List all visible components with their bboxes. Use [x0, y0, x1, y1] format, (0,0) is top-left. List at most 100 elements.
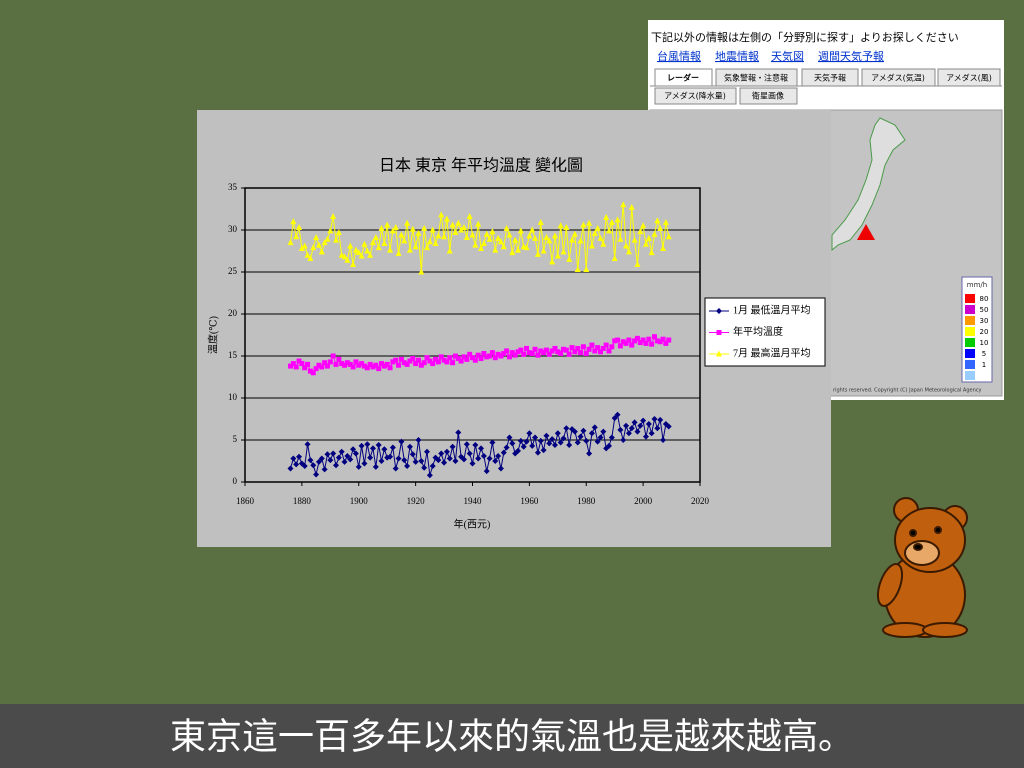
point: [341, 253, 348, 260]
point: [523, 244, 530, 251]
point: [515, 246, 521, 253]
point: [497, 238, 504, 245]
link[interactable]: 地震情報: [715, 50, 759, 63]
tab[interactable]: [654, 68, 713, 87]
point: [460, 223, 467, 230]
point: [387, 453, 394, 460]
point: [443, 448, 450, 455]
tab[interactable]: [715, 68, 798, 87]
tab[interactable]: [739, 87, 798, 105]
point: [299, 361, 305, 367]
point: [500, 243, 507, 250]
point: [489, 228, 496, 235]
point: [558, 350, 564, 356]
point: [523, 438, 530, 445]
point: [543, 234, 550, 241]
point: [352, 246, 359, 253]
point: [612, 338, 618, 344]
point: [322, 360, 328, 366]
point: [606, 442, 612, 449]
point: [648, 249, 655, 256]
point: [637, 340, 643, 346]
point: [597, 349, 603, 355]
point: [302, 365, 308, 371]
point: [492, 355, 498, 361]
tab[interactable]: [861, 68, 936, 87]
point: [631, 419, 638, 426]
land: [831, 117, 906, 252]
point: [503, 224, 510, 231]
point: [606, 348, 612, 354]
point: [427, 358, 433, 364]
point: [478, 244, 485, 251]
point: [629, 342, 635, 348]
point: [591, 424, 598, 431]
tab[interactable]: [801, 68, 859, 87]
point: [623, 340, 629, 346]
point: [330, 353, 336, 359]
point: [578, 350, 584, 356]
point: [515, 447, 521, 454]
point: [430, 361, 436, 367]
point: [298, 244, 305, 251]
point: [467, 351, 473, 357]
point: [472, 442, 479, 449]
point: [429, 226, 436, 233]
point: [404, 219, 411, 226]
point: [517, 437, 524, 444]
point: [665, 423, 672, 430]
point: [344, 452, 351, 459]
point: [583, 437, 590, 444]
point: [549, 258, 556, 265]
legend-label: 1月 最低溫月平均: [733, 303, 811, 316]
point: [600, 240, 607, 247]
point: [426, 472, 433, 479]
tab[interactable]: [937, 68, 1001, 87]
point: [350, 260, 357, 267]
point: [418, 362, 424, 368]
point: [375, 442, 382, 449]
point: [412, 458, 419, 465]
link[interactable]: 天気図: [771, 49, 804, 63]
point: [421, 360, 427, 366]
point: [580, 344, 586, 350]
point: [370, 364, 376, 370]
point: [654, 425, 661, 432]
point: [469, 231, 476, 238]
point: [583, 265, 590, 272]
link[interactable]: 週間天気予報: [818, 49, 884, 63]
x-tick-label: 1940: [464, 496, 483, 506]
point: [387, 365, 393, 371]
point: [415, 229, 422, 236]
point: [458, 358, 464, 364]
legend-marker: [716, 308, 722, 314]
point: [315, 458, 322, 465]
x-tick-label: 1980: [577, 496, 596, 506]
point: [503, 444, 510, 451]
link[interactable]: 台風情報: [657, 49, 701, 63]
point: [406, 443, 413, 450]
point: [330, 450, 337, 457]
point: [290, 361, 296, 367]
point: [588, 430, 595, 437]
point: [574, 439, 581, 446]
x-tick-label: 1920: [407, 496, 426, 506]
point: [324, 363, 330, 369]
point: [506, 434, 513, 441]
point: [554, 252, 561, 259]
point: [347, 361, 353, 367]
point: [401, 360, 407, 366]
point: [449, 443, 456, 450]
point: [355, 249, 362, 256]
point: [381, 363, 387, 369]
point: [594, 438, 601, 445]
tab[interactable]: [654, 87, 737, 105]
point: [315, 241, 322, 248]
tab-label: アメダス(風): [946, 73, 992, 83]
point: [620, 437, 627, 443]
point: [489, 350, 495, 356]
point: [469, 460, 476, 467]
point: [554, 430, 561, 437]
point: [464, 356, 470, 362]
point: [560, 248, 567, 255]
